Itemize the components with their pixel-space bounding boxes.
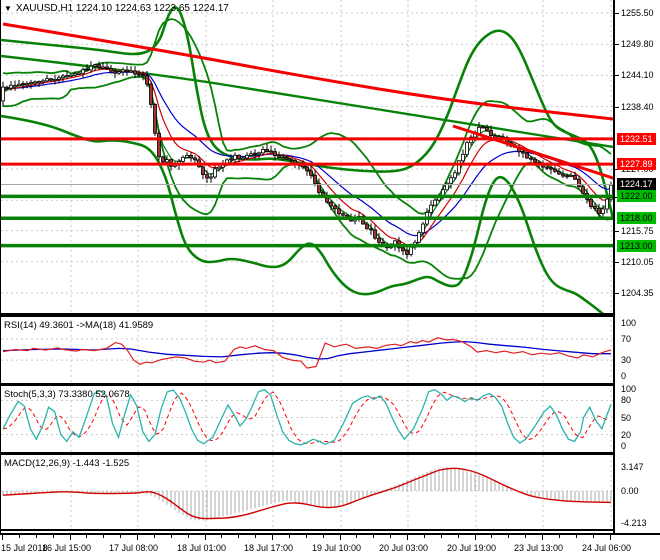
indicator-tick-label: 70 [621,334,632,344]
time-axis-label: 24 Jul 06:00 [582,543,632,553]
stoch-label: Stoch(5,3,3) 73.3380 52.0678 [4,389,130,400]
price-tick-mark [615,75,619,76]
indicator-tick-label: 20 [621,430,632,440]
time-minor-tick [441,535,442,538]
time-minor-tick [323,535,324,538]
time-minor-tick [576,535,577,538]
time-minor-tick [390,535,391,538]
price-tick-label: 1210.05 [621,257,654,267]
time-major-tick [340,535,341,540]
time-minor-tick [154,535,155,538]
time-minor-tick [120,535,121,538]
time-axis-label: 20 Jul 19:00 [447,543,497,553]
time-minor-tick [53,535,54,538]
indicator-tick-label: 80 [621,395,632,405]
time-minor-tick [593,535,594,538]
price-tick-label: 1244.10 [621,70,654,80]
time-minor-tick [458,535,459,538]
price-tick-label: 1204.35 [621,288,654,298]
time-axis[interactable]: 15 Jul 2018 16 Jul 15:00 17 Jul 08:00 18 Ju… [0,533,660,560]
price-level-badge-resistance: 1227.89 [617,158,656,170]
symbol-dropdown-icon[interactable]: ▼ [4,4,12,13]
time-major-tick [2,535,3,540]
indicator-tick-label: 0 [621,371,627,381]
time-axis-label: 15 Jul 2018 [1,543,48,553]
time-major-tick [542,535,543,540]
rsi-label: RSI(14) 49.3601 ->MA(18) 41.9589 [4,320,154,331]
time-minor-tick [86,535,87,538]
time-major-tick [137,535,138,540]
time-minor-tick [356,535,357,538]
time-axis-label: 17 Jul 08:00 [109,543,159,553]
time-major-tick [475,535,476,540]
time-minor-tick [424,535,425,538]
time-axis-label: 19 Jul 10:00 [312,543,362,553]
time-minor-tick [255,535,256,538]
price-tick-mark [615,293,619,294]
price-level-badge-support: 1213.00 [617,240,656,252]
price-level-badge-current: 1224.17 [617,178,656,190]
price-tick-label: 1255.50 [621,8,654,18]
time-minor-tick [36,535,37,538]
chart-canvas[interactable] [0,0,613,533]
time-axis-label: 18 Jul 17:00 [244,543,294,553]
price-tick-mark [615,44,619,45]
macd-label: MACD(12,26,9) -1.443 -1.525 [4,458,130,469]
time-minor-tick [508,535,509,538]
time-major-tick [610,535,611,540]
time-axis-label: 20 Jul 03:00 [379,543,429,553]
time-minor-tick [559,535,560,538]
time-major-tick [205,535,206,540]
price-tick-mark [615,231,619,232]
time-minor-tick [19,535,20,538]
indicator-tick-label: 3.147 [621,462,644,472]
indicator-tick-label: 100 [621,384,637,394]
time-minor-tick [103,535,104,538]
indicator-tick-label: 50 [621,413,632,423]
chart-title-bar: ▼ XAUUSD,H1 1224.10 1224.63 1223.65 1224.… [4,3,229,14]
indicator-tick-label: 100 [621,318,637,328]
time-major-tick [272,535,273,540]
time-minor-tick [188,535,189,538]
price-axis[interactable]: 1255.501249.801244.101238.401227.001221.… [613,0,660,533]
time-minor-tick [525,535,526,538]
chart-title: XAUUSD,H1 1224.10 1224.63 1223.65 1224.1… [15,3,229,14]
indicator-tick-label: 30 [621,355,632,365]
time-major-tick [70,535,71,540]
indicator-tick-label: 0 [621,441,627,451]
time-minor-tick [373,535,374,538]
price-tick-label: 1249.80 [621,39,654,49]
time-minor-tick [306,535,307,538]
price-tick-label: 1215.75 [621,226,654,236]
time-minor-tick [491,535,492,538]
indicator-tick-label: 0.00 [621,486,639,496]
time-major-tick [407,535,408,540]
price-tick-mark [615,13,619,14]
time-minor-tick [221,535,222,538]
time-minor-tick [238,535,239,538]
price-tick-label: 1238.40 [621,102,654,112]
price-tick-mark [615,107,619,108]
time-minor-tick [289,535,290,538]
price-level-badge-support: 1222.00 [617,190,656,202]
price-tick-mark [615,262,619,263]
time-axis-label: 23 Jul 13:00 [514,543,564,553]
time-axis-label: 16 Jul 15:00 [42,543,92,553]
time-minor-tick [171,535,172,538]
price-level-badge-support: 1218.00 [617,212,656,224]
indicator-tick-label: -4.213 [621,518,647,528]
price-level-badge-resistance: 1232.51 [617,133,656,145]
time-axis-label: 18 Jul 01:00 [177,543,227,553]
